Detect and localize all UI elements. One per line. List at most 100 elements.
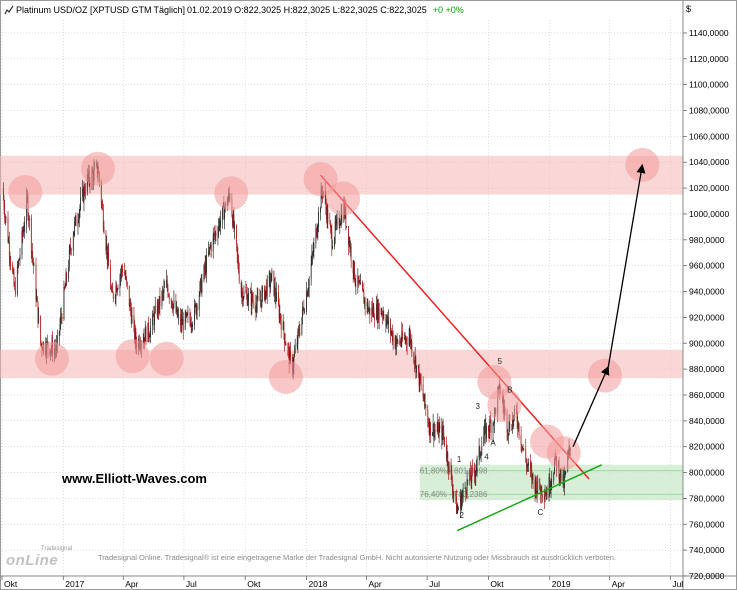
candle-body — [354, 280, 356, 285]
y-tick-label: 1000,0000 — [689, 209, 729, 219]
candle-body — [353, 261, 355, 274]
candle-body — [194, 304, 196, 306]
candle-body — [406, 342, 408, 345]
candle-body — [106, 245, 108, 251]
candle-body — [240, 281, 242, 295]
candle-body — [422, 384, 424, 398]
candle-body — [298, 329, 300, 334]
candle-body — [280, 313, 281, 321]
candle-body — [448, 466, 449, 472]
candle-body — [360, 282, 361, 285]
y-tick-label: 960,0000 — [689, 261, 725, 271]
candle-body — [534, 479, 536, 494]
chart-header: Platinum USD/OZ [XPTUSD GTM Täglich] 01.… — [4, 3, 464, 17]
candle-body — [133, 315, 135, 323]
candle-body — [527, 464, 529, 466]
copyright-notice: Tradesignal Online. Tradesignal® ist ein… — [98, 553, 617, 562]
candle-body — [84, 192, 86, 194]
highlight-circle — [34, 341, 69, 376]
candle-body — [288, 348, 290, 365]
candle-body — [549, 477, 551, 491]
candle-body — [26, 197, 28, 225]
candle-body — [250, 291, 251, 293]
candle-body — [359, 282, 361, 285]
candle-body — [553, 462, 555, 474]
candle-body — [327, 208, 329, 223]
candle-body — [416, 365, 417, 373]
candle-body — [159, 296, 161, 306]
candle-body — [354, 261, 355, 281]
candle-body — [83, 187, 85, 202]
candle-body — [392, 336, 394, 342]
candle-body — [16, 265, 18, 295]
candle-body — [462, 493, 463, 498]
candle-body — [558, 462, 560, 480]
candle-body — [59, 324, 61, 332]
candle-body — [60, 316, 62, 325]
candle-body — [108, 252, 110, 266]
candle-body — [192, 324, 193, 328]
candle-body — [13, 271, 15, 286]
candle-body — [408, 338, 410, 345]
candle-body — [103, 227, 105, 234]
candle-body — [381, 313, 383, 315]
candle-body — [411, 341, 413, 354]
candle-body — [69, 246, 71, 251]
candle-body — [334, 237, 335, 247]
candle-body — [386, 316, 388, 321]
candle-body — [492, 423, 494, 433]
candle-body — [246, 292, 247, 294]
candle-body — [234, 225, 235, 230]
candle-body — [299, 333, 301, 335]
candle-body — [145, 327, 147, 343]
candle-body — [512, 418, 513, 430]
y-tick-label: 1060,0000 — [689, 131, 729, 141]
candle-body — [536, 490, 538, 496]
candle-body — [246, 293, 248, 305]
candle-body — [120, 268, 122, 275]
candle-body — [461, 497, 463, 508]
candle-body — [350, 246, 352, 261]
highlight-circle — [214, 176, 249, 211]
candle-body — [196, 305, 197, 314]
header-instrument: Platinum USD/OZ [XPTUSD GTM — [16, 5, 152, 15]
candle-body — [68, 267, 70, 279]
candle-body — [290, 351, 291, 357]
header-ohlc: O:822,3025 H:822,3025 L:822,3025 C:822,3… — [234, 5, 427, 15]
candle-body — [30, 218, 32, 253]
candle-body — [326, 206, 327, 220]
candle-body — [105, 233, 107, 251]
candle-body — [134, 322, 136, 340]
candle-body — [364, 298, 366, 306]
candle-body — [450, 461, 452, 474]
candle-body — [479, 446, 481, 457]
candle-body — [540, 486, 542, 494]
candle-body — [217, 233, 219, 236]
candle-body — [264, 290, 266, 300]
candle-body — [476, 467, 477, 472]
y-tick-label: 740,0000 — [689, 545, 725, 555]
candle-body — [148, 335, 150, 338]
candle-body — [101, 202, 103, 205]
candle-body — [166, 279, 167, 287]
candle-body — [256, 296, 258, 304]
wave-label-A: A — [490, 438, 496, 447]
candle-body — [82, 188, 84, 202]
candle-body — [116, 286, 118, 293]
y-tick-label: 980,0000 — [689, 235, 725, 245]
candle-body — [336, 217, 338, 220]
candle-body — [442, 426, 444, 434]
support-band — [0, 349, 683, 379]
candle-body — [158, 302, 159, 311]
candle-body — [425, 405, 427, 410]
candle-body — [4, 209, 6, 218]
candle-body — [22, 230, 24, 235]
candle-body — [8, 241, 10, 243]
candle-body — [434, 429, 435, 438]
candle-body — [310, 263, 312, 279]
candle-body — [348, 240, 350, 246]
candle-body — [70, 246, 72, 250]
candle-body — [14, 285, 16, 287]
candle-body — [456, 510, 458, 514]
candle-body — [396, 337, 397, 345]
